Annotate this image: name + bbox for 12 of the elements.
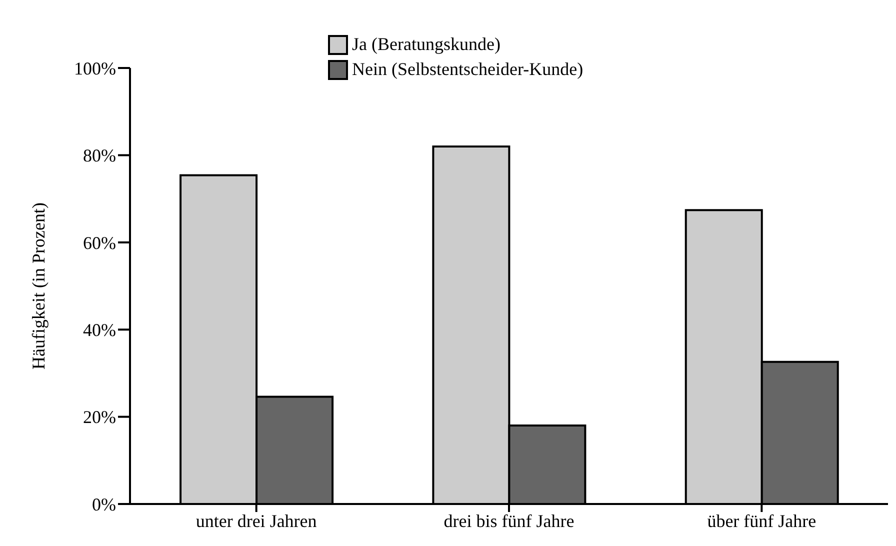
y-axis-title: Häufigkeit (in Prozent) — [28, 202, 48, 370]
x-tick-label: über fünf Jahre — [707, 510, 816, 531]
y-tick-label: 60% — [83, 232, 116, 253]
y-tick-label: 0% — [92, 494, 116, 514]
x-tick-label: unter drei Jahren — [196, 510, 317, 531]
y-tick-label: 20% — [83, 407, 116, 428]
y-tick-label: 80% — [83, 146, 116, 166]
y-tick-label: 100% — [74, 58, 116, 78]
x-tick-label: drei bis fünf Jahre — [444, 510, 574, 531]
legend-label: Ja (Beratungskunde) — [352, 34, 500, 55]
legend-label: Nein (Selbstentscheider-Kunde) — [352, 59, 584, 80]
y-tick-label: 40% — [83, 320, 116, 340]
